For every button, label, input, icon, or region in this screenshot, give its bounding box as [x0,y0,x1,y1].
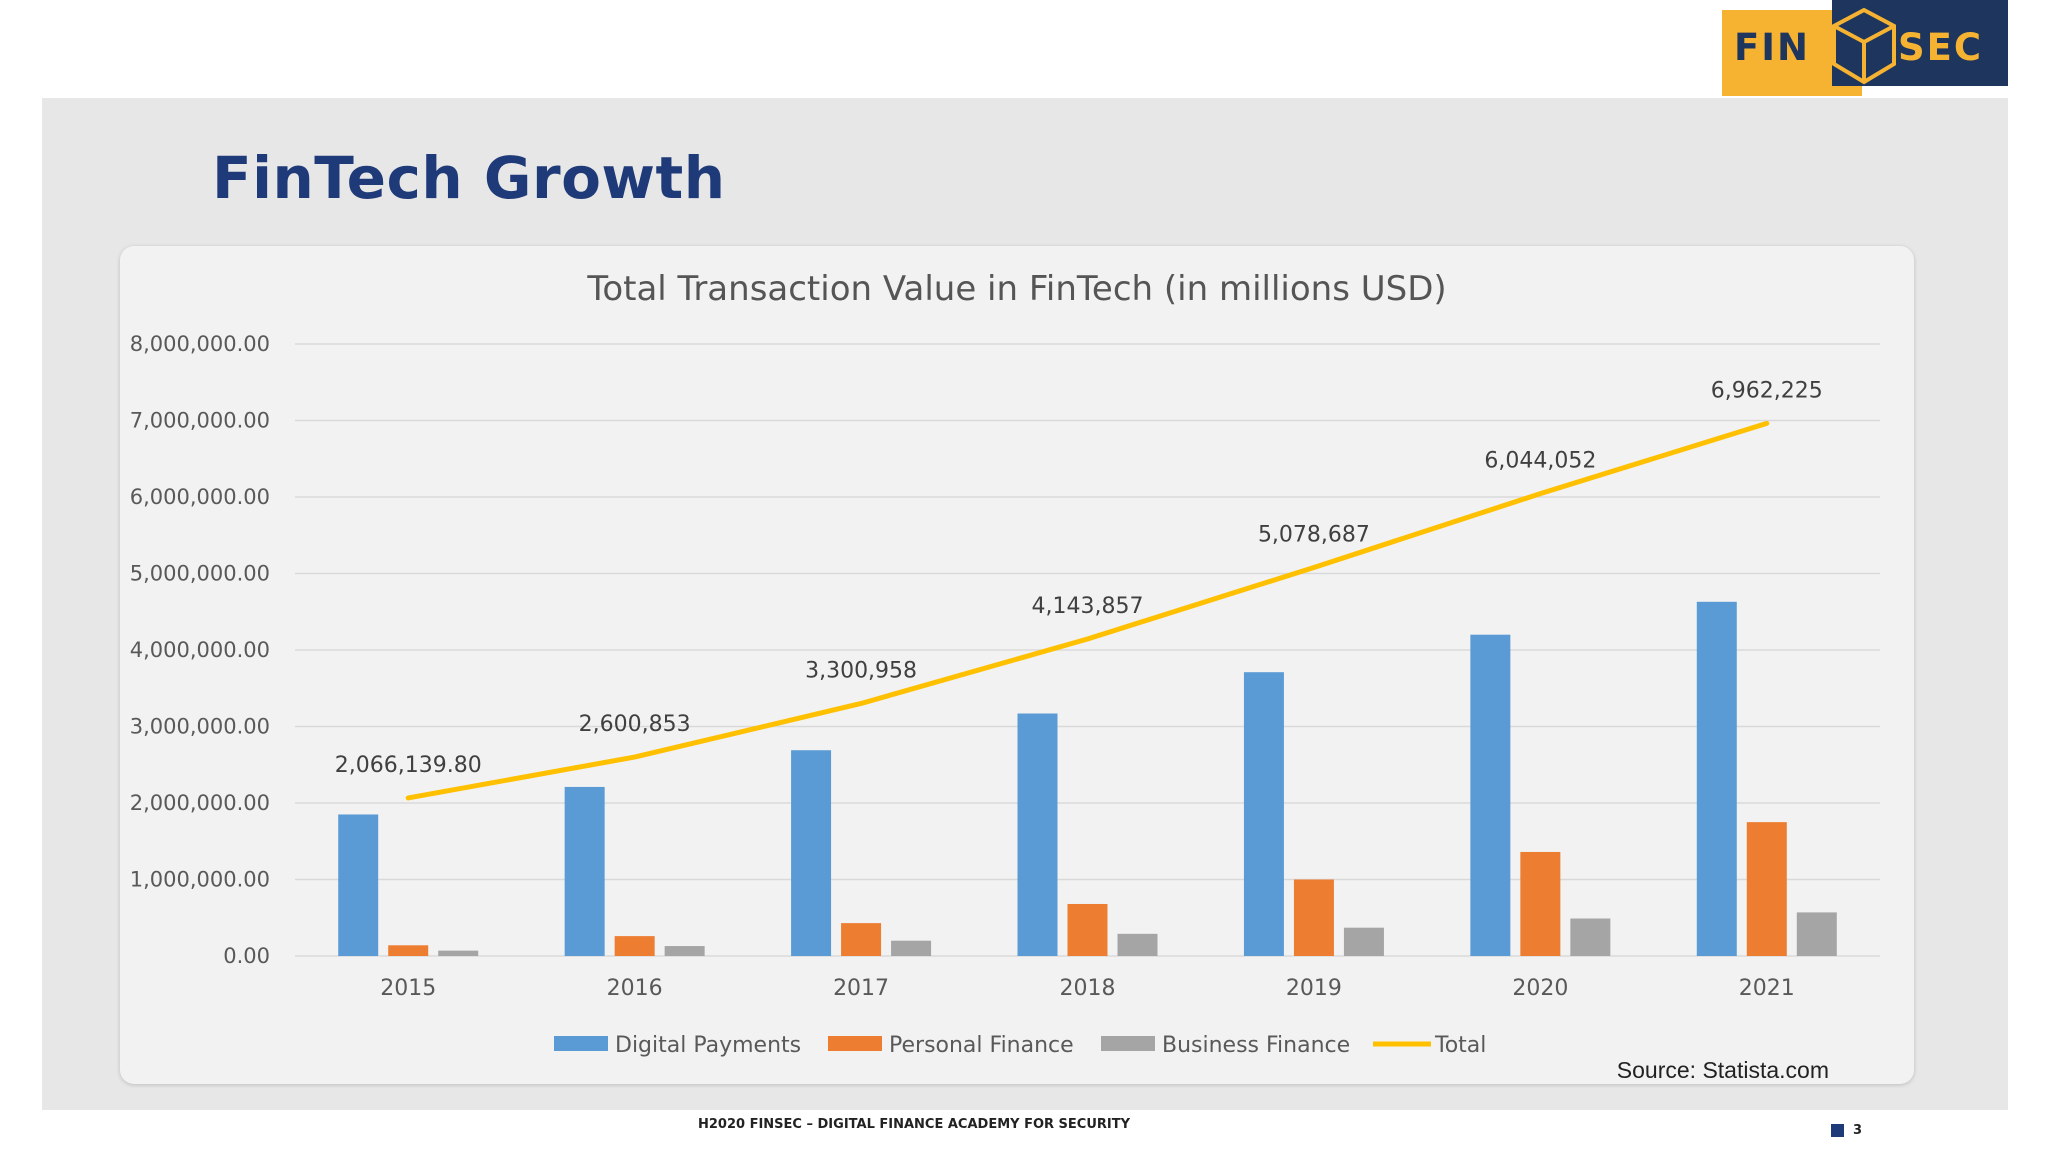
y-tick-label: 1,000,000.00 [130,868,270,892]
data-label-total: 5,078,687 [1258,522,1370,547]
legend-label-personal-finance: Personal Finance [889,1033,1074,1058]
bar-digital-payments [1470,634,1511,956]
x-tick-label: 2015 [380,976,436,1001]
data-label-total: 4,143,857 [1032,594,1144,619]
bar-personal-finance [1520,851,1561,956]
bar-personal-finance [1746,822,1787,956]
slide-title: FinTech Growth [212,144,726,212]
legend-swatch-digital-payments [554,1036,608,1051]
data-label-total: 6,962,225 [1711,378,1823,403]
bar-business-finance [1343,927,1384,956]
x-tick-label: 2020 [1512,976,1568,1001]
bar-business-finance [1796,912,1837,956]
page-marker [1831,1124,1844,1137]
bar-personal-finance [614,936,655,956]
bar-digital-payments [564,786,605,956]
bar-personal-finance [841,923,882,956]
cube-icon [1832,7,1896,85]
logo-fin-text: FIN [1734,26,1811,69]
slide-footer: H2020 FINSEC – DIGITAL FINANCE ACADEMY F… [698,1117,1131,1132]
bar-business-finance [438,950,479,956]
bar-business-finance [1117,933,1158,956]
logo-sec-text: SEC [1898,26,1984,69]
y-tick-label: 6,000,000.00 [130,485,270,509]
data-label-total: 3,300,958 [805,658,917,683]
legend-label-business-finance: Business Finance [1162,1033,1350,1058]
line-total [405,420,1770,801]
bar-digital-payments [338,814,379,956]
bar-business-finance [664,946,705,956]
x-tick-label: 2017 [833,976,889,1001]
chart: Total Transaction Value in FinTech (in m… [130,269,1880,1083]
bar-personal-finance [1293,879,1334,956]
data-label-total: 2,600,853 [579,712,691,737]
y-tick-label: 7,000,000.00 [130,409,270,433]
chart-card: Total Transaction Value in FinTech (in m… [120,246,1914,1084]
legend-swatch-business-finance [1101,1036,1155,1051]
bar-digital-payments [1243,672,1284,956]
legend-label-digital-payments: Digital Payments [615,1033,801,1058]
y-tick-label: 8,000,000.00 [130,332,270,356]
legend-label-total: Total [1434,1033,1486,1058]
y-tick-label: 2,000,000.00 [130,791,270,815]
y-tick-label: 5,000,000.00 [130,562,270,586]
chart-title: Total Transaction Value in FinTech (in m… [586,269,1446,309]
y-tick-label: 0.00 [223,944,270,968]
x-tick-label: 2018 [1060,976,1116,1001]
logo-navy-block [1832,0,2008,86]
bar-digital-payments [791,750,832,956]
legend-swatch-personal-finance [828,1036,882,1051]
x-tick-label: 2019 [1286,976,1342,1001]
y-tick-label: 4,000,000.00 [130,638,270,662]
bar-digital-payments [1696,601,1737,956]
finsec-logo: FIN SEC [1722,0,2008,96]
y-tick-label: 3,000,000.00 [130,715,270,739]
bar-digital-payments [1017,713,1058,956]
data-label-total: 2,066,139.80 [335,753,482,778]
bar-personal-finance [1067,903,1108,956]
x-tick-label: 2016 [607,976,663,1001]
data-label-total: 6,044,052 [1484,449,1596,474]
page-number: 3 [1853,1123,1863,1138]
bar-business-finance [1570,918,1611,956]
bar-personal-finance [388,945,429,956]
source-note: Source: Statista.com [1617,1057,1829,1083]
x-tick-label: 2021 [1739,976,1795,1001]
bar-business-finance [891,940,932,956]
